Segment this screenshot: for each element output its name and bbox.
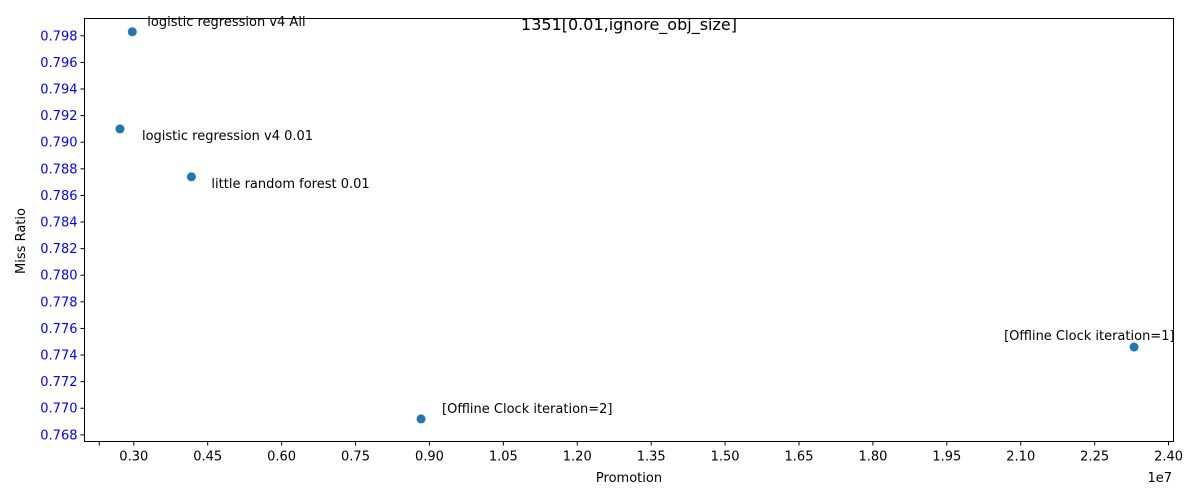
data-point-label: logistic regression v4 0.01 bbox=[142, 129, 313, 144]
y-tick-label: 0.792 bbox=[40, 109, 77, 124]
y-tick-label: 0.774 bbox=[40, 349, 77, 364]
chart-title: 1351[0.01,ignore_obj_size] bbox=[521, 15, 737, 35]
x-tick-label: 1.50 bbox=[711, 450, 740, 465]
y-tick-label: 0.770 bbox=[40, 402, 77, 417]
data-point bbox=[1129, 342, 1139, 352]
point-labels: logistic regression v4 All logistic regre… bbox=[142, 15, 1175, 417]
x-tick-label: 0.75 bbox=[341, 450, 370, 465]
y-tick-label: 0.784 bbox=[40, 216, 77, 231]
y-tick-label: 0.772 bbox=[40, 375, 77, 390]
y-tick-label: 0.782 bbox=[40, 242, 77, 257]
y-tick-label: 0.780 bbox=[40, 269, 77, 284]
x-tick-label: 1.65 bbox=[785, 450, 814, 465]
x-tick-label: 2.25 bbox=[1080, 450, 1109, 465]
y-tick-label: 0.776 bbox=[40, 322, 77, 337]
x-axis-ticks: 0.30 0.45 0.60 0.75 0.90 1.05 1.20 1.35 1.50 1.65… bbox=[98, 441, 1183, 465]
data-point bbox=[416, 414, 426, 424]
x-tick-label: 0.90 bbox=[415, 450, 444, 465]
y-axis-ticks: 0.768 0.770 0.772 0.774 0.776 0.778 0.780 0.782… bbox=[40, 29, 85, 443]
y-tick-label: 0.788 bbox=[40, 162, 77, 177]
y-tick-label: 0.794 bbox=[40, 83, 77, 98]
y-tick-label: 0.786 bbox=[40, 189, 77, 204]
x-tick-label: 2.40 bbox=[1154, 450, 1183, 465]
data-point-label: logistic regression v4 All bbox=[147, 15, 305, 30]
x-tick-label: 0.60 bbox=[267, 450, 296, 465]
x-tick-label: 0.45 bbox=[193, 450, 222, 465]
data-points bbox=[115, 27, 1139, 424]
x-tick-label: 1.05 bbox=[489, 450, 518, 465]
x-tick-label: 1.20 bbox=[563, 450, 592, 465]
y-tick-label: 0.768 bbox=[40, 428, 77, 443]
x-tick-label: 2.10 bbox=[1006, 450, 1035, 465]
data-point bbox=[186, 172, 196, 182]
x-axis-label: Promotion bbox=[596, 471, 662, 486]
x-tick-label: 1.80 bbox=[858, 450, 887, 465]
data-point-label: [Offline Clock iteration=1] bbox=[1004, 329, 1174, 344]
y-tick-label: 0.790 bbox=[40, 136, 77, 151]
data-point-label: [Offline Clock iteration=2] bbox=[442, 402, 612, 417]
y-tick-label: 0.798 bbox=[40, 29, 77, 44]
x-tick-label: 0.30 bbox=[119, 450, 148, 465]
x-axis-offset-label: 1e7 bbox=[1147, 471, 1172, 486]
plot-frame bbox=[84, 18, 1174, 442]
y-tick-label: 0.796 bbox=[40, 56, 77, 71]
x-tick-label: 1.95 bbox=[932, 450, 961, 465]
data-point-label: little random forest 0.01 bbox=[211, 177, 369, 192]
y-axis-label: Miss Ratio bbox=[14, 208, 29, 274]
data-point bbox=[127, 27, 137, 37]
data-point bbox=[115, 124, 125, 134]
x-tick-label: 1.35 bbox=[637, 450, 666, 465]
y-tick-label: 0.778 bbox=[40, 295, 77, 310]
